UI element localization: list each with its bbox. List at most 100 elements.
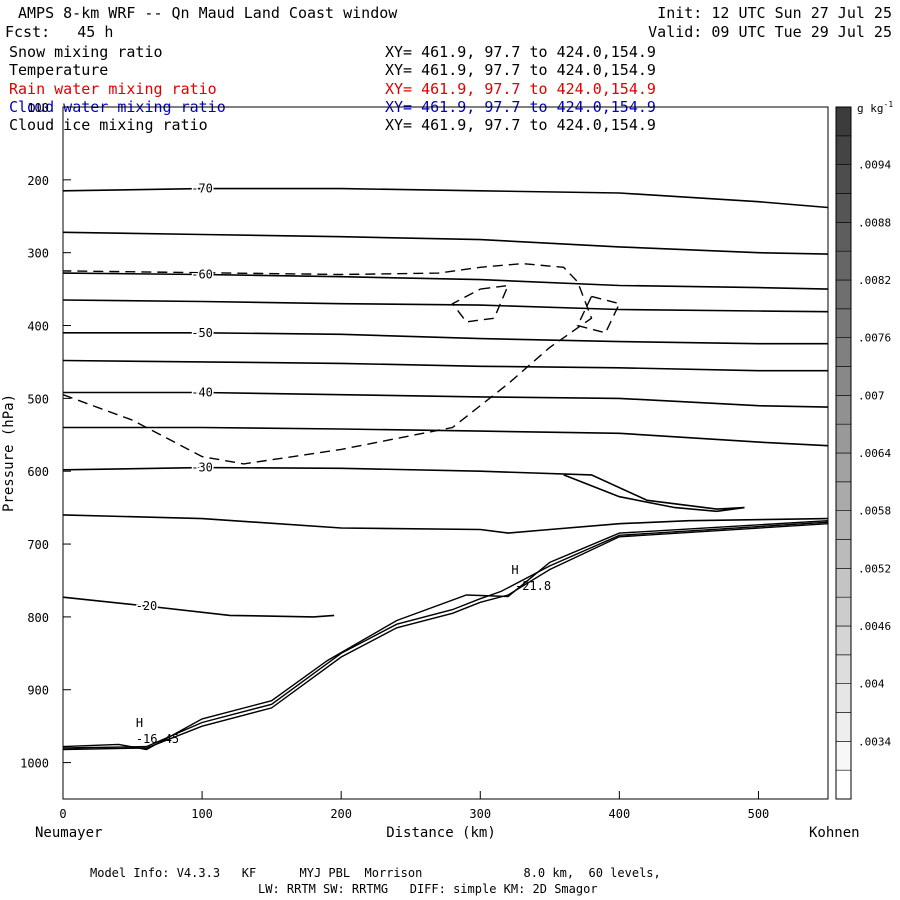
x-tick-label: 400 — [609, 807, 631, 821]
contour-label: -40 — [191, 386, 213, 400]
markers: H -16.45 H -21.8 — [136, 563, 551, 746]
high-marker: H — [136, 716, 143, 730]
high-marker: H — [511, 563, 518, 577]
temperature-contour — [62, 466, 745, 513]
y-axis-label: Pressure (hPa) — [1, 394, 17, 512]
colorbar-swatch — [835, 222, 852, 252]
colorbar-tick-label: .0046 — [858, 620, 891, 633]
x-tick-label: 200 — [330, 807, 352, 821]
terrain-line — [62, 521, 829, 749]
init-time: Init: 12 UTC Sun 27 Jul 25 — [657, 4, 892, 22]
colorbar-swatch — [835, 481, 852, 511]
colorbar-swatch — [835, 712, 852, 742]
temperature-contour — [62, 231, 829, 255]
dashed-contours — [62, 262, 621, 465]
temperature-contour — [62, 514, 829, 534]
field-name-rain: Rain water mixing ratio — [9, 80, 217, 98]
y-tick-label: 600 — [27, 465, 49, 479]
chart-title: AMPS 8-km WRF -- Qn Maud Land Coast wind… — [18, 4, 398, 22]
y-tick-label: 1000 — [20, 757, 49, 771]
model-info: Model Info: V4.3.3 KF MYJ PBL Morrison 8… — [90, 866, 661, 880]
contour-label: -30 — [191, 461, 213, 475]
y-tick-label: 900 — [27, 684, 49, 698]
contour-labels: -70 -60 -50 -40 -30 -20 — [134, 180, 214, 614]
colorbar-swatch — [835, 135, 852, 165]
temperature-contour — [62, 272, 829, 290]
y-tick-label: 400 — [27, 320, 49, 334]
colorbar-swatch — [835, 568, 852, 598]
field-name-cloud-ice: Cloud ice mixing ratio — [9, 116, 208, 134]
colorbar-swatch — [835, 164, 852, 194]
contour-label: -70 — [191, 182, 213, 196]
colorbar-tick-label: .0058 — [858, 505, 891, 518]
colorbar-swatch — [835, 452, 852, 483]
contour-label: -50 — [191, 326, 213, 340]
y-tick-label: 700 — [27, 538, 49, 552]
colorbar-swatch — [835, 308, 852, 338]
contour-label: -60 — [191, 268, 213, 282]
temperature-contour — [62, 596, 335, 618]
colorbar-swatch — [835, 279, 852, 310]
dashed-contour — [451, 284, 510, 323]
x-tick-label: 0 — [59, 807, 66, 821]
x-axis: 0 100 200 300 400 500 — [59, 791, 769, 821]
x-axis-label: Distance (km) — [386, 825, 496, 841]
terrain-lines — [62, 520, 829, 751]
temperature-contours — [62, 187, 829, 618]
field-xy-rain: XY= 461.9, 97.7 to 424.0,154.9 — [385, 80, 656, 98]
colorbar-tick-label: .004 — [858, 678, 885, 691]
colorbar-swatch — [835, 106, 852, 137]
x-left-label: Neumayer — [35, 825, 102, 841]
temperature-contour — [62, 187, 829, 209]
field-xy-snow: XY= 461.9, 97.7 to 424.0,154.9 — [385, 43, 656, 61]
colorbar-swatch — [835, 395, 852, 425]
colorbar-swatch — [835, 366, 852, 396]
y-tick-label: 500 — [27, 392, 49, 406]
field-name-temperature: Temperature — [9, 61, 109, 79]
y-tick-label: 100 — [27, 101, 49, 115]
terrain-line — [62, 520, 829, 751]
temperature-contour — [63, 426, 829, 447]
colorbar-tick-label: .0088 — [858, 216, 891, 229]
colorbar-swatch — [835, 423, 852, 454]
terrain-line — [62, 523, 829, 751]
y-axis: 100 200 300 400 500 600 700 800 900 1000 — [20, 101, 71, 771]
colorbar-swatch — [835, 250, 852, 281]
colorbar-tick-label: .0094 — [858, 159, 891, 172]
colorbar-tick-label: .0052 — [858, 562, 891, 575]
x-tick-label: 500 — [748, 807, 770, 821]
valid-time: Valid: 09 UTC Tue 29 Jul 25 — [648, 23, 892, 41]
x-tick-label: 300 — [469, 807, 491, 821]
colorbar-tick-label: .007 — [858, 389, 885, 402]
temperature-contour — [62, 359, 828, 372]
marker-value: -16.45 — [136, 732, 179, 746]
colorbar: .0094 .0088 .0082 .0076 .007 .0064 .0058 .0052.… — [835, 106, 891, 800]
colorbar-swatch — [835, 769, 852, 800]
contour-label: -20 — [136, 599, 158, 613]
marker-value: -21.8 — [515, 579, 551, 593]
colorbar-tick-label: .0064 — [858, 447, 891, 460]
y-tick-label: 800 — [27, 611, 49, 625]
colorbar-frame — [835, 106, 852, 800]
x-right-label: Kohnen — [809, 825, 860, 841]
colorbar-unit: g kg-1 — [857, 100, 893, 115]
colorbar-swatch — [835, 596, 852, 627]
temperature-contour — [63, 332, 828, 345]
temperature-contour — [63, 391, 829, 408]
model-physics: LW: RRTM SW: RRTMG DIFF: simple KM: 2D S… — [258, 882, 598, 896]
colorbar-tick-label: .0082 — [858, 274, 891, 287]
colorbar-tick-label: .0076 — [858, 332, 891, 345]
colorbar-swatch — [835, 337, 852, 367]
colorbar-tick-label: .0034 — [858, 735, 891, 748]
field-xy-cloud-ice: XY= 461.9, 97.7 to 424.0,154.9 — [385, 116, 656, 134]
field-xy-temperature: XY= 461.9, 97.7 to 424.0,154.9 — [385, 61, 656, 79]
y-tick-label: 200 — [27, 174, 49, 188]
x-tick-label: 100 — [191, 807, 213, 821]
dashed-contour — [576, 295, 621, 334]
plot-frame — [62, 106, 829, 800]
colorbar-swatch — [835, 625, 852, 656]
colorbar-swatch — [835, 539, 852, 569]
forecast-hour: Fcst: 45 h — [5, 23, 114, 41]
colorbar-swatch — [835, 193, 852, 223]
